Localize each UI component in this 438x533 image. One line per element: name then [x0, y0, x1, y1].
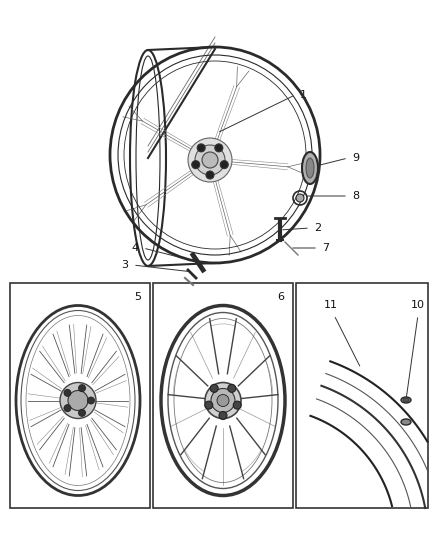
Ellipse shape — [205, 401, 213, 409]
Bar — [153, 283, 293, 508]
Ellipse shape — [64, 405, 71, 411]
Text: 1: 1 — [300, 90, 307, 100]
Ellipse shape — [211, 389, 235, 413]
Ellipse shape — [192, 160, 200, 168]
Ellipse shape — [210, 384, 218, 392]
Ellipse shape — [88, 397, 95, 404]
Text: 4: 4 — [131, 243, 138, 253]
Ellipse shape — [78, 385, 85, 392]
Ellipse shape — [302, 152, 318, 184]
Text: 8: 8 — [353, 191, 360, 201]
Text: 10: 10 — [411, 300, 425, 310]
Ellipse shape — [215, 144, 223, 152]
Ellipse shape — [68, 391, 88, 410]
Text: 6: 6 — [278, 292, 285, 302]
Ellipse shape — [217, 394, 229, 407]
Ellipse shape — [202, 152, 218, 168]
Ellipse shape — [78, 409, 85, 416]
Ellipse shape — [233, 401, 241, 409]
Text: 7: 7 — [322, 243, 329, 253]
Ellipse shape — [206, 171, 214, 179]
Text: 2: 2 — [314, 223, 321, 233]
Ellipse shape — [188, 138, 232, 182]
Ellipse shape — [197, 144, 205, 152]
Ellipse shape — [205, 383, 241, 418]
Ellipse shape — [195, 145, 225, 175]
Ellipse shape — [220, 160, 228, 168]
Ellipse shape — [401, 397, 411, 403]
Bar — [296, 283, 428, 508]
Ellipse shape — [60, 383, 96, 418]
Ellipse shape — [296, 194, 304, 202]
Text: 9: 9 — [353, 153, 360, 163]
Ellipse shape — [306, 158, 314, 178]
Ellipse shape — [64, 390, 71, 397]
Bar — [10, 283, 150, 508]
Text: 11: 11 — [324, 300, 338, 310]
Ellipse shape — [228, 384, 236, 392]
Ellipse shape — [219, 411, 227, 419]
Ellipse shape — [403, 398, 409, 402]
Text: 5: 5 — [134, 292, 141, 302]
Text: 3: 3 — [121, 260, 128, 270]
Ellipse shape — [401, 419, 411, 425]
